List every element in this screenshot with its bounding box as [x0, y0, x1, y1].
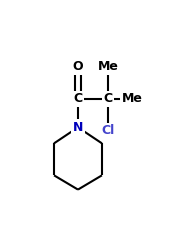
Text: Me: Me — [97, 60, 118, 73]
Text: N: N — [73, 121, 83, 134]
Text: Cl: Cl — [101, 124, 114, 137]
Text: O: O — [73, 60, 83, 73]
Text: Me: Me — [121, 92, 142, 105]
Text: C: C — [103, 92, 113, 105]
Text: C: C — [73, 92, 83, 105]
